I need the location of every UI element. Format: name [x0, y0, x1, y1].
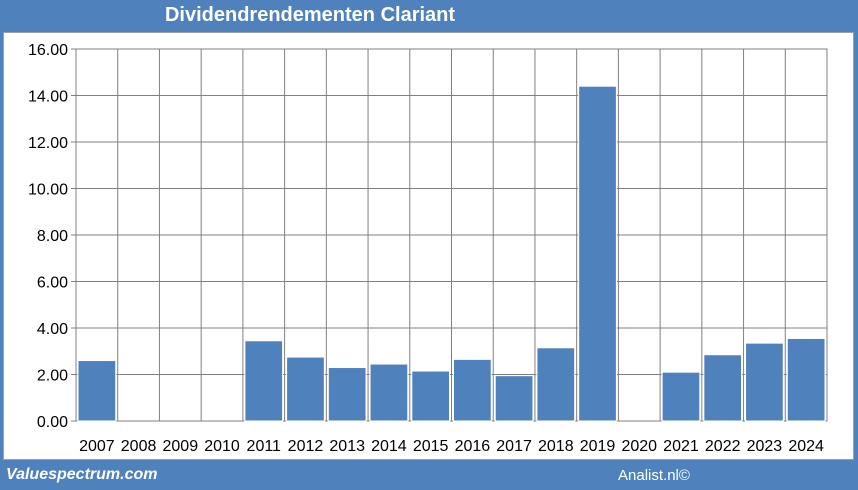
bar-2019	[578, 85, 617, 422]
bar-2022	[703, 354, 743, 422]
bar-2021	[661, 371, 701, 422]
x-tick-label: 2018	[538, 438, 574, 455]
bar-2012	[286, 356, 325, 422]
bar-2007	[77, 360, 117, 422]
bar-2023	[745, 342, 784, 422]
x-tick-label: 2011	[247, 438, 282, 455]
y-tick-label: 16.00	[28, 42, 68, 59]
bar-2013	[327, 367, 367, 422]
bar-2014	[369, 363, 409, 422]
bar-2016	[453, 358, 492, 422]
y-tick-label: 6.00	[37, 275, 68, 292]
x-tick-label: 2010	[204, 438, 240, 455]
x-tick-label: 2024	[788, 438, 824, 455]
y-tick-label: 8.00	[37, 228, 68, 245]
x-tick-label: 2023	[747, 438, 783, 455]
y-tick-label: 0.00	[37, 414, 68, 431]
x-tick-label: 2014	[371, 438, 407, 455]
x-tick-label: 2016	[455, 438, 491, 455]
x-tick-label: 2022	[705, 438, 741, 455]
x-tick-label: 2007	[79, 438, 115, 455]
y-tick-label: 4.00	[37, 321, 68, 338]
bar-2011	[244, 340, 284, 422]
bar-2017	[494, 375, 534, 422]
bar-2024	[786, 337, 826, 422]
x-tick-label: 2021	[663, 438, 699, 455]
source-label-valuespectrum: Valuespectrum.com	[6, 466, 158, 483]
x-tick-label: 2019	[580, 438, 616, 455]
x-tick-label: 2015	[413, 438, 449, 455]
x-tick-label: 2020	[621, 438, 657, 455]
y-tick-label: 14.00	[28, 89, 68, 106]
x-tick-label: 2009	[163, 438, 199, 455]
y-tick-label: 10.00	[28, 182, 68, 199]
chart-title: Dividendrendementen Clariant	[164, 4, 456, 26]
bar-2015	[411, 370, 450, 422]
x-tick-label: 2013	[329, 438, 365, 455]
source-label-analist: Analist.nl©	[618, 467, 690, 484]
x-tick-label: 2012	[288, 438, 324, 455]
x-tick-label: 2017	[496, 438, 532, 455]
y-tick-label: 12.00	[28, 135, 68, 152]
bar-2018	[536, 347, 576, 422]
y-tick-label: 2.00	[37, 368, 68, 385]
x-tick-label: 2008	[121, 438, 157, 455]
